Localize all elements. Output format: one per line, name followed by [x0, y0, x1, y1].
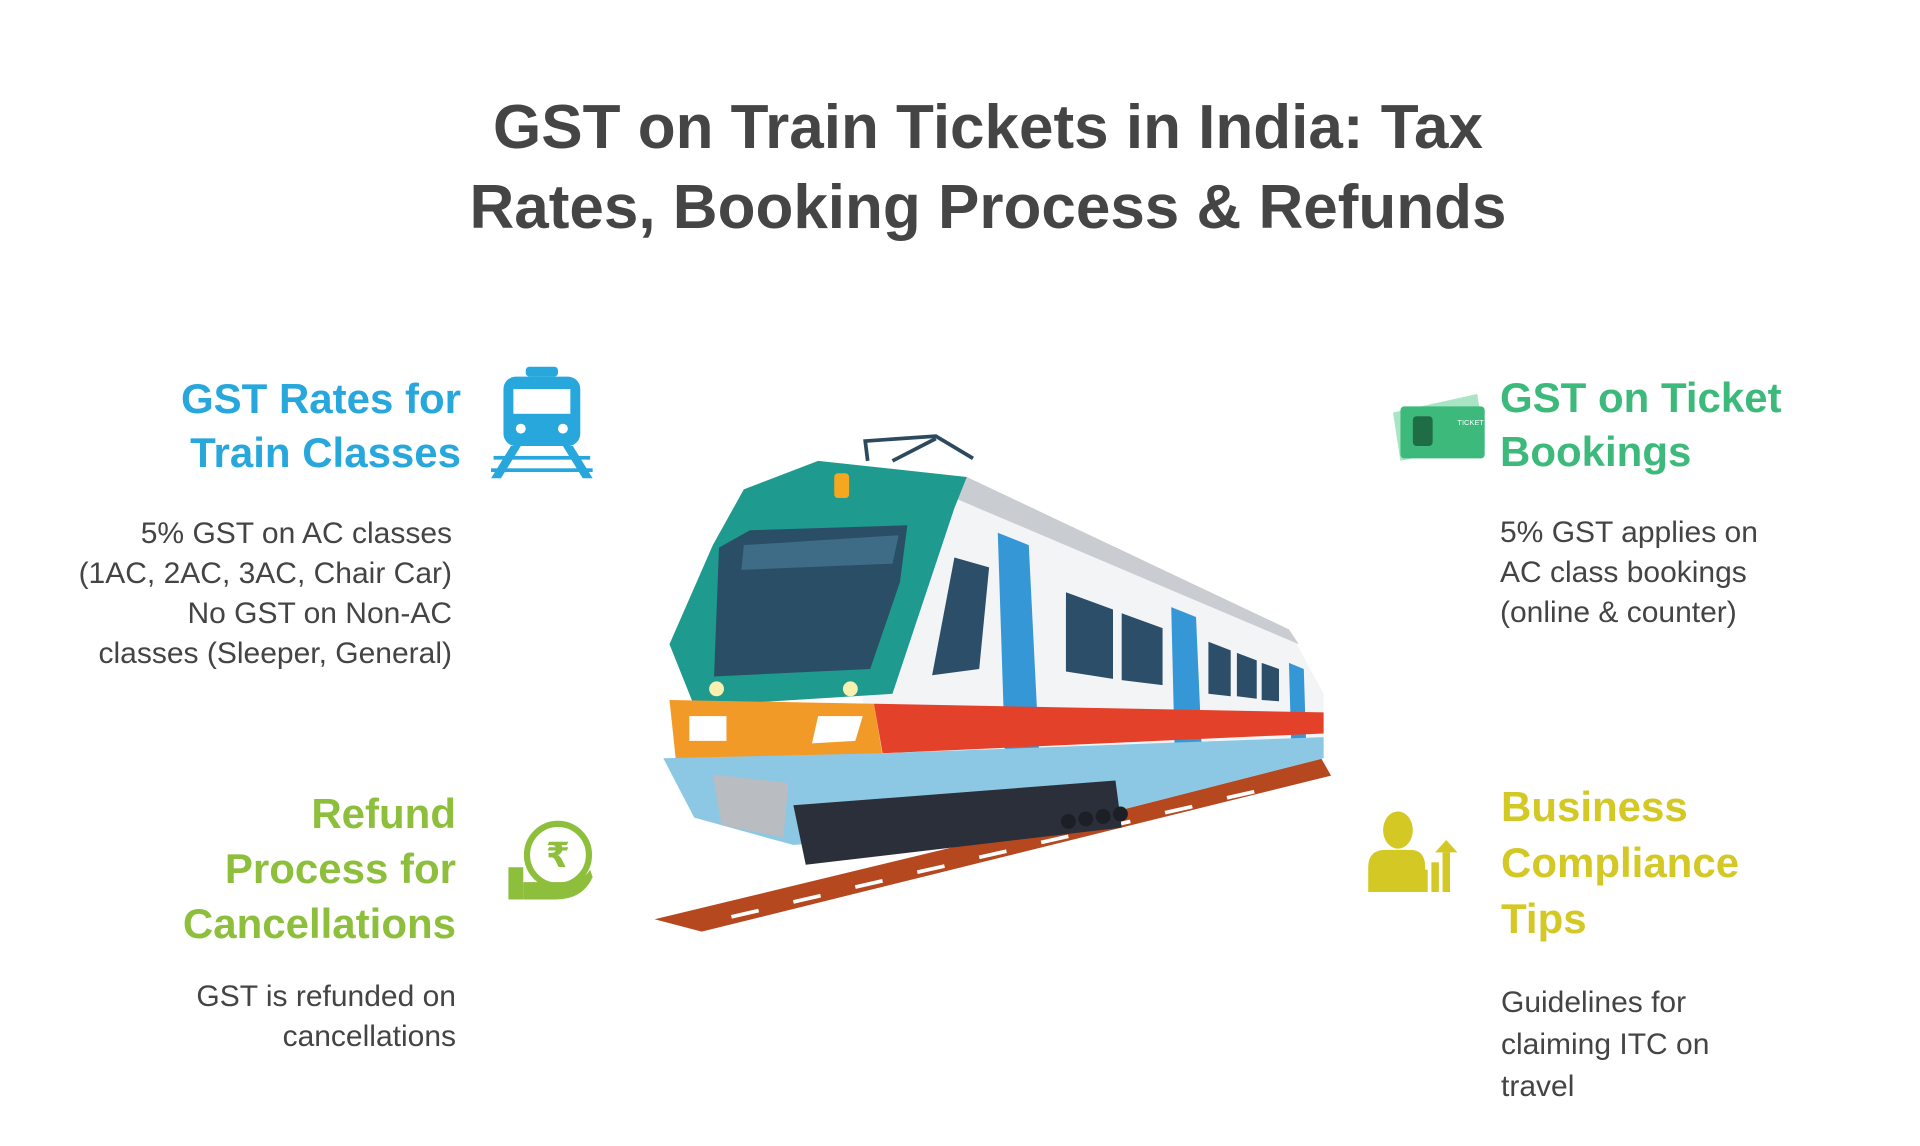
lamp: [842, 681, 858, 697]
wheels: [1060, 806, 1128, 829]
refund-icon: ₹: [508, 820, 593, 900]
text-line: Process for: [224, 845, 456, 892]
section-body: GST is refunded on cancellations: [196, 977, 456, 1057]
window-shine: [741, 535, 899, 570]
text-line: GST is refunded on: [196, 980, 456, 1013]
text-line: Bookings: [1500, 428, 1692, 475]
orange-band: [669, 699, 883, 759]
text-line: Compliance: [1501, 839, 1740, 886]
svg-text:₹: ₹: [546, 836, 570, 876]
text-line: AC class bookings: [1500, 556, 1747, 589]
top-light: [834, 473, 850, 499]
text-line: claiming ITC on: [1501, 1028, 1710, 1061]
text-line: Business: [1501, 783, 1688, 830]
text-line: Refund: [311, 790, 456, 837]
text-line: GST on Ticket: [1500, 374, 1782, 421]
track: [654, 758, 1332, 932]
section-body: 5% GST on AC classes (1AC, 2AC, 3AC, Chai…: [79, 514, 452, 674]
text-line: GST on Train Tickets in India: Tax: [493, 93, 1483, 162]
text-line: Train Classes: [190, 429, 461, 476]
section-body: Guidelines for claiming ITC on travel: [1501, 982, 1709, 1108]
section-heading: GST Rates for Train Classes: [181, 372, 461, 480]
train-icon: [491, 366, 593, 479]
text-line: (1AC, 2AC, 3AC, Chair Car): [78, 557, 452, 590]
text-line: 5% GST on AC classes: [140, 517, 452, 550]
section-heading: Refund Process for Cancellations: [183, 786, 456, 951]
text-line: GST Rates for: [180, 375, 461, 422]
section-heading: Business Compliance Tips: [1501, 779, 1739, 947]
section-heading: GST on Ticket Bookings: [1500, 371, 1782, 479]
text-line: Tips: [1501, 895, 1587, 942]
section-body: 5% GST applies on AC class bookings (onlin…: [1500, 513, 1758, 633]
text-line: (online & counter): [1500, 596, 1737, 629]
text-line: Guidelines for: [1501, 986, 1687, 1019]
text-line: Rates, Booking Process & Refunds: [469, 173, 1507, 242]
lamp: [709, 681, 724, 697]
business-icon: [1368, 811, 1458, 893]
title: GST on Train Tickets in India: Tax Rates,…: [438, 88, 1538, 248]
text-line: travel: [1501, 1070, 1575, 1103]
bumper: [712, 774, 789, 838]
headlight: [689, 716, 727, 741]
ticket-text: TICKET: [1457, 418, 1484, 427]
undercarriage: [793, 780, 1122, 865]
pantograph: [863, 434, 974, 463]
red-stripe: [873, 703, 1324, 754]
ticket-icon: TICKET: [1393, 393, 1485, 461]
text-line: Cancellations: [182, 900, 456, 947]
headlight: [811, 716, 863, 744]
text-line: cancellations: [282, 1020, 456, 1053]
train-roof: [954, 476, 1299, 645]
text-line: No GST on Non-AC: [187, 597, 452, 630]
text-line: 5% GST applies on: [1500, 516, 1758, 549]
track-dashes: [731, 789, 1255, 919]
text-line: classes (Sleeper, General): [98, 637, 453, 670]
side-windows: [932, 557, 1280, 702]
